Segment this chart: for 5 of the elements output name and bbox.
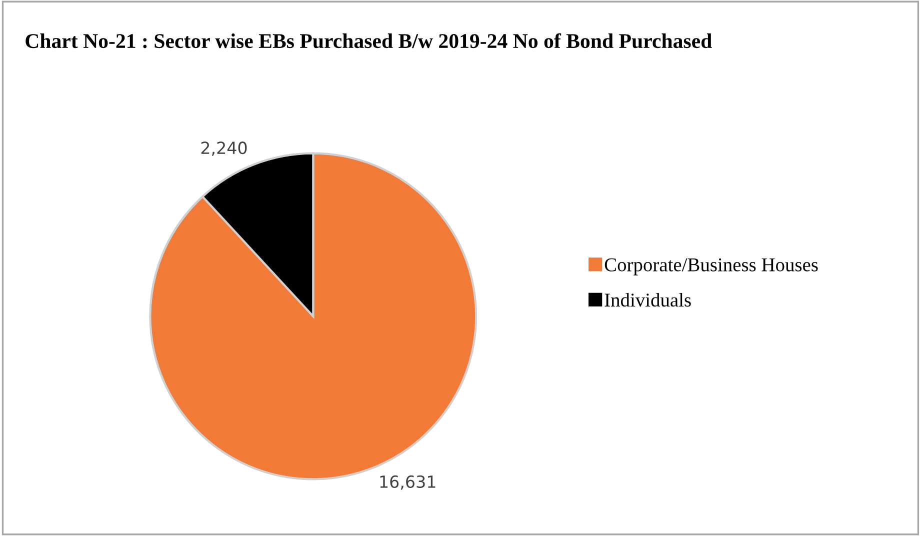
chart-title: Chart No-21 : Sector wise EBs Purchased B/w 2019-24 No of Bond Purchased <box>26 33 712 48</box>
legend-label: Corporate/Business Houses <box>604 258 818 276</box>
legend-label: Individuals <box>604 292 691 307</box>
data-label: 16,631 <box>380 475 436 490</box>
data-label: 2,240 <box>201 142 247 156</box>
